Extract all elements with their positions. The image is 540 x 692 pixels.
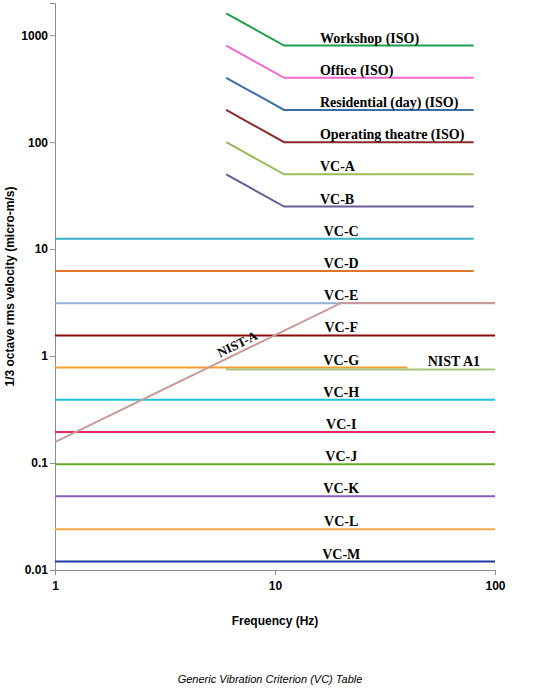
series-line xyxy=(55,495,495,497)
background xyxy=(0,0,540,692)
y-axis-tick-label: 10 xyxy=(35,242,49,256)
y-axis-tick-mark xyxy=(50,249,55,250)
series-label: VC-H xyxy=(323,385,359,400)
series-line xyxy=(226,110,473,142)
series-line xyxy=(55,561,495,563)
x-axis: 1 10 100 xyxy=(52,570,506,593)
series-line xyxy=(55,528,495,530)
chart-container: 1 10 100 0.01 0.1 1 10 100 1000 Workshop (ISO) Off… xyxy=(0,0,540,692)
x-axis-tick-mark xyxy=(275,570,276,575)
y-axis-tick: 0.1 xyxy=(31,456,55,470)
series-line xyxy=(55,238,474,240)
series-label: NIST-A xyxy=(215,328,261,361)
series-line xyxy=(226,142,473,174)
x-axis-tick-label: 1 xyxy=(52,579,59,593)
x-axis-tick: 10 xyxy=(269,570,283,593)
series-label: VC-B xyxy=(320,192,354,207)
series-label: VC-F xyxy=(325,320,358,335)
series-line xyxy=(55,270,474,272)
y-axis-tick-label: 0.1 xyxy=(31,456,48,470)
y-axis-tick: 100 xyxy=(28,135,55,149)
series-labels: Workshop (ISO) Office (ISO) Residential (d… xyxy=(215,31,480,562)
x-axis-title: Frequency (Hz) xyxy=(232,614,319,628)
x-axis-tick-label: 100 xyxy=(485,579,505,593)
y-axis-tick-mark xyxy=(50,463,55,464)
y-axis-tick-mark xyxy=(50,35,55,36)
series-line xyxy=(55,463,495,465)
series-label: Workshop (ISO) xyxy=(320,31,420,47)
y-axis-tick: 0.01 xyxy=(25,563,55,577)
series-line xyxy=(55,303,495,442)
y-axis-tick: 1000 xyxy=(21,29,55,43)
x-axis-line xyxy=(56,571,496,576)
chart-title: Generic Vibration Criterion (VC) Table xyxy=(178,673,363,685)
y-axis-line xyxy=(50,4,56,571)
plot-area xyxy=(55,13,495,561)
y-axis: 0.01 0.1 1 10 100 1000 xyxy=(21,4,55,578)
series-label: Residential (day) (ISO) xyxy=(320,95,459,111)
series-label: VC-L xyxy=(324,514,358,529)
series-line xyxy=(226,174,473,206)
series-label: VC-A xyxy=(320,159,356,174)
x-axis-tick: 100 xyxy=(485,570,505,593)
y-axis-tick-mark xyxy=(50,142,55,143)
y-axis-tick-label: 100 xyxy=(28,135,48,149)
chart-svg: 1 10 100 0.01 0.1 1 10 100 1000 Workshop (ISO) Off… xyxy=(0,0,540,692)
series-label: VC-I xyxy=(326,417,356,432)
y-axis-tick-mark xyxy=(50,356,55,357)
y-axis-tick-label: 1000 xyxy=(21,29,48,43)
y-axis-tick-label: 0.01 xyxy=(25,563,49,577)
series-label: Office (ISO) xyxy=(320,63,394,79)
x-axis-tick-label: 10 xyxy=(269,579,283,593)
x-axis-tick: 1 xyxy=(52,570,59,593)
series-line xyxy=(55,399,495,401)
y-axis-tick: 1 xyxy=(41,349,55,363)
y-axis-title: 1/3 octave rms velocity (micro-m/s) xyxy=(3,186,17,386)
y-axis-tick: 10 xyxy=(35,242,55,256)
y-axis-tick-mark xyxy=(50,570,55,571)
series-label: VC-J xyxy=(325,449,357,464)
x-axis-tick-mark xyxy=(495,570,496,575)
y-axis-tick-label: 1 xyxy=(41,349,48,363)
series-label: VC-E xyxy=(324,288,358,303)
series-label: VC-G xyxy=(323,353,359,368)
series-line xyxy=(55,431,495,433)
series-label: VC-D xyxy=(324,256,359,271)
series-label: VC-K xyxy=(323,481,359,496)
series-label: VC-M xyxy=(322,547,360,562)
series-label: VC-C xyxy=(324,224,359,239)
series-label: Operating theatre (ISO) xyxy=(320,127,465,143)
series-label: NIST A1 xyxy=(428,354,480,369)
series-line xyxy=(226,13,473,45)
